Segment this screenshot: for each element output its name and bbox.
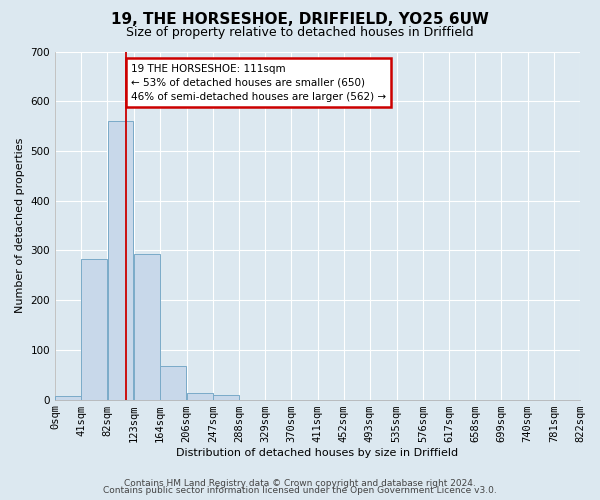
- Text: 19 THE HORSESHOE: 111sqm
← 53% of detached houses are smaller (650)
46% of semi-: 19 THE HORSESHOE: 111sqm ← 53% of detach…: [131, 64, 386, 102]
- Bar: [213, 395, 239, 400]
- Bar: [134, 254, 160, 400]
- Bar: [55, 396, 81, 400]
- Text: Size of property relative to detached houses in Driffield: Size of property relative to detached ho…: [126, 26, 474, 39]
- Text: Contains public sector information licensed under the Open Government Licence v3: Contains public sector information licen…: [103, 486, 497, 495]
- Text: Contains HM Land Registry data © Crown copyright and database right 2024.: Contains HM Land Registry data © Crown c…: [124, 478, 476, 488]
- Y-axis label: Number of detached properties: Number of detached properties: [15, 138, 25, 313]
- Bar: [187, 393, 212, 400]
- Bar: [107, 121, 133, 400]
- Text: 19, THE HORSESHOE, DRIFFIELD, YO25 6UW: 19, THE HORSESHOE, DRIFFIELD, YO25 6UW: [111, 12, 489, 28]
- X-axis label: Distribution of detached houses by size in Driffield: Distribution of detached houses by size …: [176, 448, 458, 458]
- Bar: [82, 260, 107, 400]
- Bar: [160, 366, 186, 400]
